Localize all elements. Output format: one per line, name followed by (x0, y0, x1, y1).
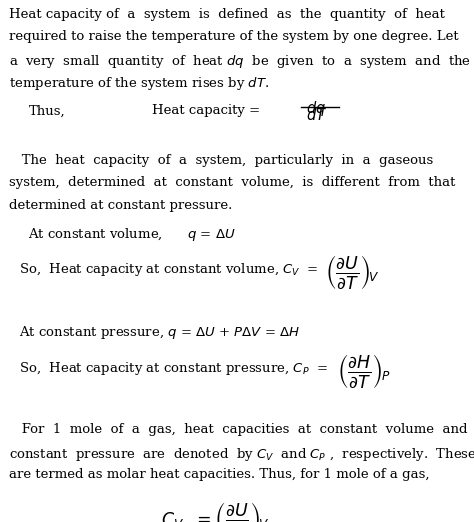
Text: $\left(\dfrac{\partial H}{\partial T}\right)_{\!P}$: $\left(\dfrac{\partial H}{\partial T}\ri… (337, 352, 390, 389)
Text: $C_V\ \ =\left(\dfrac{\partial U}{\partial T}\right)_{\!V}$: $C_V\ \ =\left(\dfrac{\partial U}{\parti… (161, 501, 270, 522)
Text: are termed as molar heat capacities. Thus, for 1 mole of a gas,: are termed as molar heat capacities. Thu… (9, 468, 430, 481)
Text: Thus,: Thus, (28, 104, 65, 117)
Text: constant  pressure  are  denoted  by $C_V$  and $C_P$ ,  respectively.  These: constant pressure are denoted by $C_V$ a… (9, 446, 474, 462)
Text: $\left(\dfrac{\partial U}{\partial T}\right)_{\!V}$: $\left(\dfrac{\partial U}{\partial T}\ri… (325, 254, 380, 291)
Text: Heat capacity of  a  system  is  defined  as  the  quantity  of  heat: Heat capacity of a system is defined as … (9, 8, 446, 21)
Text: The  heat  capacity  of  a  system,  particularly  in  a  gaseous: The heat capacity of a system, particula… (9, 154, 434, 167)
Text: Heat capacity =: Heat capacity = (152, 104, 260, 117)
Text: required to raise the temperature of the system by one degree. Let: required to raise the temperature of the… (9, 30, 459, 43)
Text: At constant volume,      $q$ = $\Delta U$: At constant volume, $q$ = $\Delta U$ (28, 226, 236, 243)
Text: temperature of the system rises by $dT$.: temperature of the system rises by $dT$. (9, 75, 270, 92)
Text: $dT$: $dT$ (306, 107, 327, 123)
Text: system,  determined  at  constant  volume,  is  different  from  that: system, determined at constant volume, i… (9, 176, 456, 189)
Text: So,  Heat capacity at constant volume, $C_V$  =: So, Heat capacity at constant volume, $C… (19, 262, 319, 278)
Text: At constant pressure, $q$ = $\Delta U$ + $P\Delta V$ = $\Delta H$: At constant pressure, $q$ = $\Delta U$ +… (19, 324, 300, 341)
Text: $dq$: $dq$ (306, 99, 326, 118)
Text: So,  Heat capacity at constant pressure, $C_P$  =: So, Heat capacity at constant pressure, … (19, 360, 328, 377)
Text: For  1  mole  of  a  gas,  heat  capacities  at  constant  volume  and: For 1 mole of a gas, heat capacities at … (9, 423, 468, 436)
Text: determined at constant pressure.: determined at constant pressure. (9, 199, 233, 211)
Text: a  very  small  quantity  of  heat $dq$  be  given  to  a  system  and  the: a very small quantity of heat $dq$ be gi… (9, 53, 472, 70)
